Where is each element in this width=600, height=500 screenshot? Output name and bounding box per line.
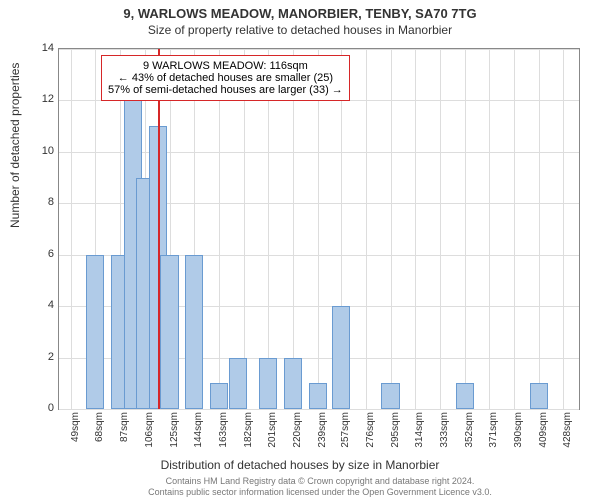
gridline-v bbox=[366, 49, 367, 409]
gridline-v bbox=[71, 49, 72, 409]
x-tick: 333sqm bbox=[439, 412, 450, 452]
x-tick: 125sqm bbox=[169, 412, 180, 452]
x-tick: 106sqm bbox=[144, 412, 155, 452]
gridline-v bbox=[440, 49, 441, 409]
bar bbox=[284, 358, 302, 409]
y-axis-label: Number of detached properties bbox=[8, 63, 22, 228]
chart-container: 9, WARLOWS MEADOW, MANORBIER, TENBY, SA7… bbox=[0, 0, 600, 500]
bar bbox=[229, 358, 247, 409]
gridline-v bbox=[563, 49, 564, 409]
x-tick: 371sqm bbox=[488, 412, 499, 452]
x-tick: 220sqm bbox=[292, 412, 303, 452]
chart-subtitle: Size of property relative to detached ho… bbox=[0, 21, 600, 37]
bar bbox=[456, 383, 474, 409]
x-tick: 295sqm bbox=[390, 412, 401, 452]
plot-area: 9 WARLOWS MEADOW: 116sqm ← 43% of detach… bbox=[58, 48, 580, 410]
x-tick: 276sqm bbox=[365, 412, 376, 452]
footnote-2: Contains public sector information licen… bbox=[148, 487, 492, 497]
x-tick: 144sqm bbox=[193, 412, 204, 452]
info-box: 9 WARLOWS MEADOW: 116sqm ← 43% of detach… bbox=[101, 55, 350, 101]
x-tick: 314sqm bbox=[414, 412, 425, 452]
bar bbox=[210, 383, 228, 409]
bar bbox=[309, 383, 327, 409]
y-tick: 4 bbox=[34, 299, 54, 311]
bar bbox=[259, 358, 277, 409]
gridline-v bbox=[465, 49, 466, 409]
footnote-1: Contains HM Land Registry data © Crown c… bbox=[166, 476, 475, 486]
bar bbox=[381, 383, 399, 409]
x-tick: 352sqm bbox=[464, 412, 475, 452]
bar bbox=[332, 306, 350, 409]
y-tick: 10 bbox=[34, 145, 54, 157]
x-tick: 390sqm bbox=[513, 412, 524, 452]
y-tick: 6 bbox=[34, 248, 54, 260]
y-tick: 14 bbox=[34, 42, 54, 54]
y-tick: 12 bbox=[34, 93, 54, 105]
x-tick: 409sqm bbox=[538, 412, 549, 452]
gridline-v bbox=[244, 49, 245, 409]
x-tick: 201sqm bbox=[267, 412, 278, 452]
info-line-1: 9 WARLOWS MEADOW: 116sqm bbox=[108, 60, 343, 72]
x-tick: 49sqm bbox=[70, 412, 81, 452]
x-tick: 68sqm bbox=[94, 412, 105, 452]
x-tick: 87sqm bbox=[119, 412, 130, 452]
info-line-3: 57% of semi-detached houses are larger (… bbox=[108, 84, 343, 96]
gridline-h bbox=[59, 409, 579, 410]
gridline-v bbox=[391, 49, 392, 409]
x-tick: 182sqm bbox=[243, 412, 254, 452]
gridline-v bbox=[268, 49, 269, 409]
y-tick: 0 bbox=[34, 402, 54, 414]
x-tick: 239sqm bbox=[317, 412, 328, 452]
gridline-v bbox=[219, 49, 220, 409]
gridline-h bbox=[59, 49, 579, 50]
bar bbox=[530, 383, 548, 409]
footnote: Contains HM Land Registry data © Crown c… bbox=[60, 476, 580, 498]
bar bbox=[185, 255, 203, 409]
x-tick: 163sqm bbox=[218, 412, 229, 452]
x-axis-label: Distribution of detached houses by size … bbox=[0, 458, 600, 472]
bar bbox=[160, 255, 178, 409]
y-tick: 2 bbox=[34, 351, 54, 363]
x-tick: 257sqm bbox=[340, 412, 351, 452]
gridline-v bbox=[293, 49, 294, 409]
y-tick: 8 bbox=[34, 196, 54, 208]
info-line-2: ← 43% of detached houses are smaller (25… bbox=[108, 72, 343, 84]
x-tick: 428sqm bbox=[562, 412, 573, 452]
marker-line bbox=[158, 49, 160, 409]
bar bbox=[86, 255, 104, 409]
chart-title: 9, WARLOWS MEADOW, MANORBIER, TENBY, SA7… bbox=[0, 0, 600, 21]
gridline-v bbox=[318, 49, 319, 409]
gridline-v bbox=[539, 49, 540, 409]
gridline-v bbox=[415, 49, 416, 409]
gridline-v bbox=[489, 49, 490, 409]
gridline-v bbox=[514, 49, 515, 409]
